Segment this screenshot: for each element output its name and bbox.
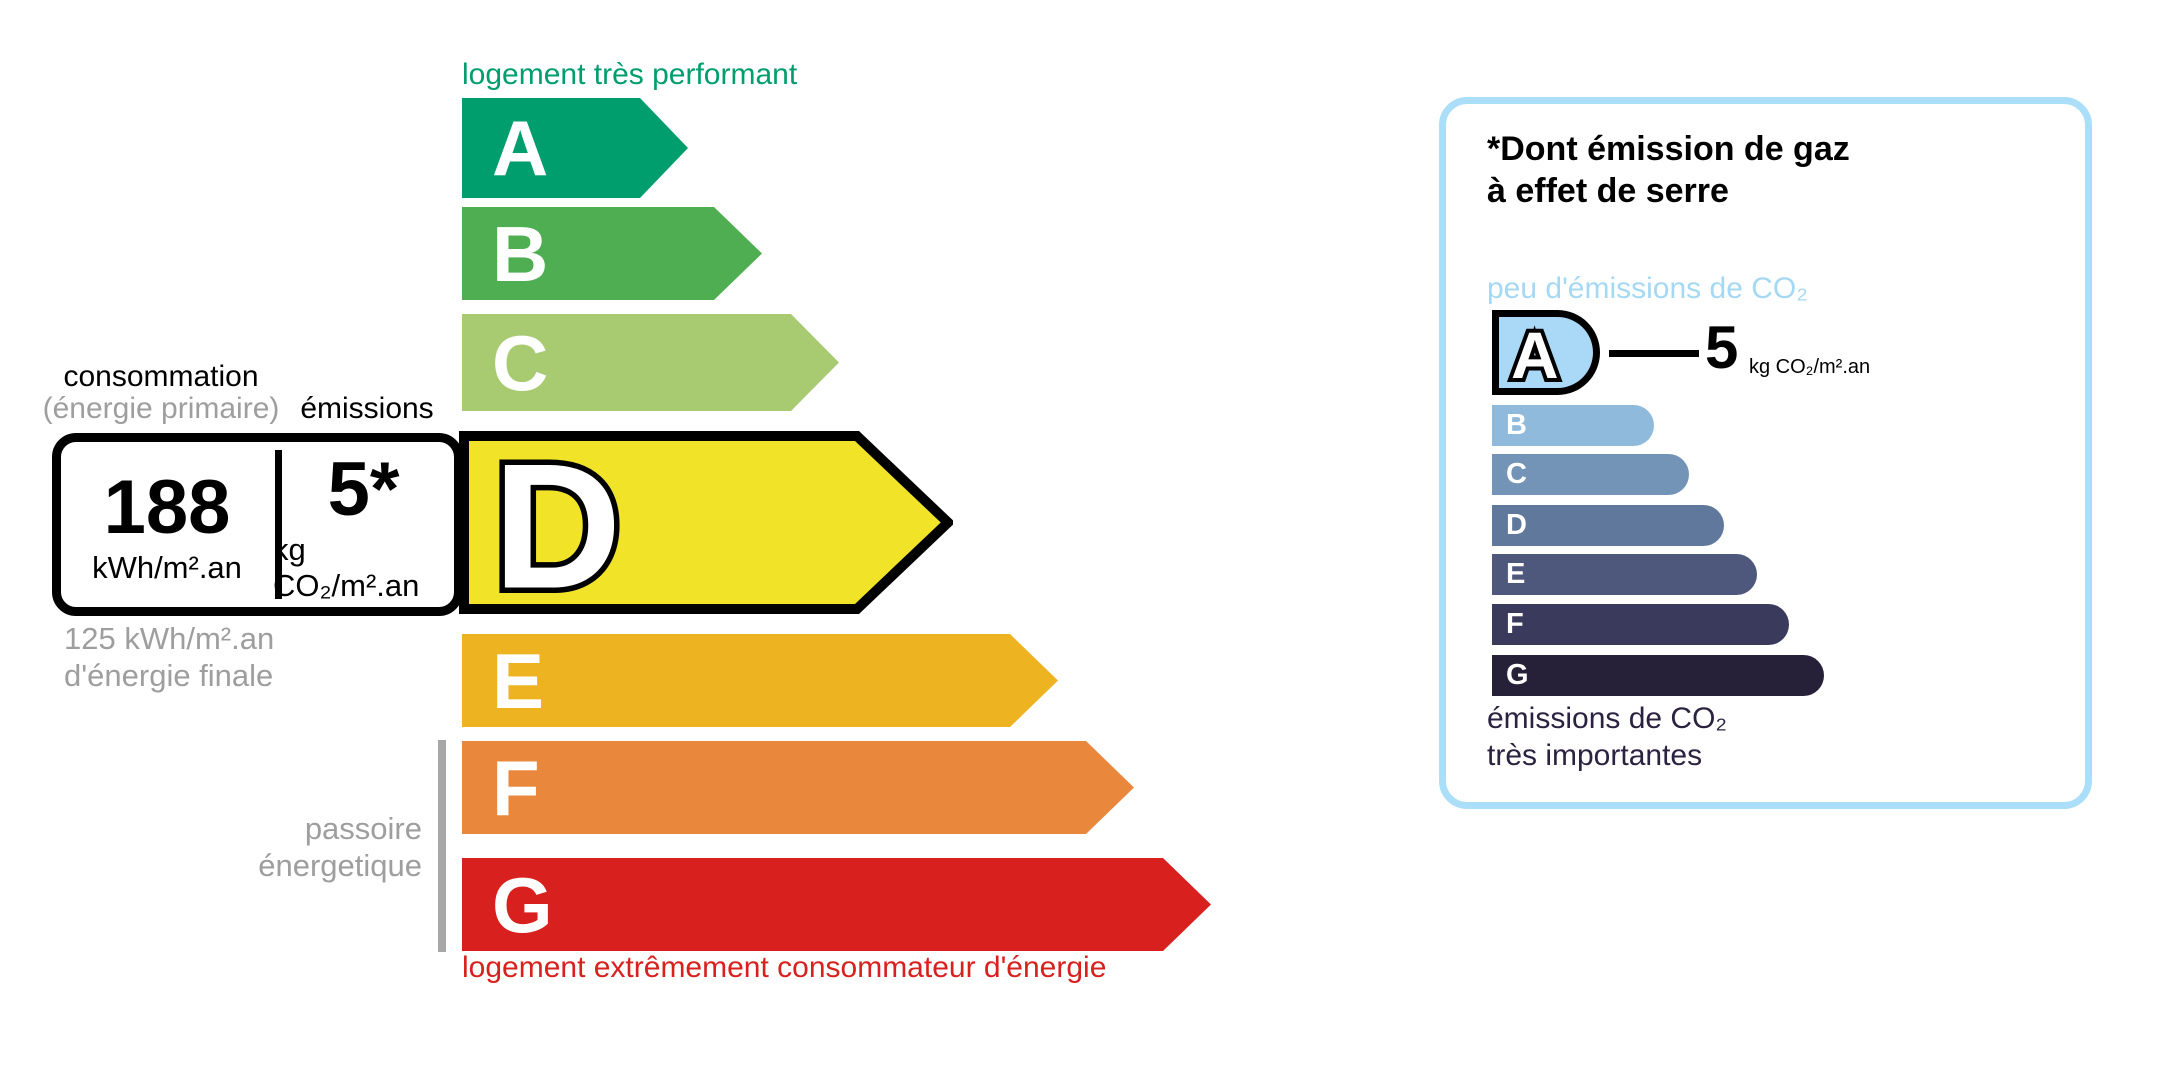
current-energy-class-letter: D [493, 431, 622, 614]
energy-class-arrow-c: C [462, 314, 839, 411]
final-energy-note-line2: d'énergie finale [64, 658, 274, 693]
current-ghg-class-badge-a: A [1492, 310, 1600, 396]
energy-sieve-bracket-bar [438, 740, 446, 952]
emissions-value: 5* [327, 446, 400, 532]
high-consumption-note: logement extrêmement consommateur d'éner… [462, 951, 1107, 984]
energy-class-arrow-e: E [462, 634, 1058, 727]
ghg-class-bar-b: B [1492, 405, 1654, 446]
energy-sieve-note-line2: énergetique [258, 848, 422, 883]
ghg-class-bar-d: D [1492, 505, 1724, 546]
ghg-value: 5 [1705, 314, 1739, 381]
ghg-low-emissions-note: peu d'émissions de CO₂ [1487, 272, 1808, 305]
final-energy-note-line1: 125 kWh/m².an [64, 621, 275, 656]
emissions-label: émissions [300, 392, 434, 425]
energy-class-letter-c: C [492, 318, 549, 407]
ghg-class-bar-c: C [1492, 454, 1689, 495]
final-energy-note: 125 kWh/m².an d'énergie finale [64, 620, 274, 694]
ghg-class-letter-b: B [1506, 409, 1527, 441]
top-performance-note: logement très performant [462, 58, 798, 91]
ghg-class-letter-c: C [1506, 458, 1527, 490]
rating-box: 188 kWh/m².an 5* kg CO₂/m².an [52, 433, 463, 616]
ghg-panel-title: *Dont émission de gaz à effet de serre [1487, 128, 1850, 212]
ghg-class-letter-e: E [1506, 558, 1526, 590]
ghg-high-emissions-note-line1: émissions de CO₂ [1487, 702, 1728, 735]
energy-class-letter-a: A [492, 104, 549, 192]
consumption-unit: kWh/m².an [92, 549, 242, 585]
d-arrow-shape [459, 431, 953, 614]
consumption-value: 188 [103, 464, 231, 550]
ghg-value-unit: kg CO₂/m².an [1749, 356, 1871, 378]
ghg-class-bar-e: E [1492, 554, 1757, 595]
energy-class-arrow-a: A [462, 98, 688, 198]
energy-class-arrow-g: G [462, 858, 1211, 951]
ghg-emissions-panel: *Dont émission de gaz à effet de serre p… [1439, 97, 2092, 809]
energy-class-arrow-b: B [462, 207, 762, 300]
ghg-class-bar-f: F [1492, 604, 1789, 645]
rating-box-divider [275, 450, 282, 599]
ghg-value-connector-line [1609, 350, 1699, 357]
ghg-panel-title-line1: *Dont émission de gaz [1487, 130, 1850, 168]
ghg-class-letter-d: D [1506, 509, 1527, 541]
primary-energy-sublabel: (énergie primaire) [42, 392, 280, 425]
consumption-label: consommation [63, 360, 259, 393]
emissions-cell: 5* kg CO₂/m².an [273, 442, 454, 607]
ghg-high-emissions-note-line2: très importantes [1487, 739, 1703, 772]
consumption-cell: 188 kWh/m².an [61, 442, 273, 607]
ghg-badge-letter-svg: A [1507, 314, 1563, 396]
ghg-class-letter-f: F [1506, 608, 1524, 640]
energy-sieve-note-line1: passoire [304, 811, 422, 846]
energy-class-arrow-f: F [462, 741, 1134, 834]
ghg-panel-title-line2: à effet de serre [1487, 172, 1729, 210]
energy-class-letter-g: G [492, 860, 553, 949]
current-energy-class-arrow-d: D [459, 431, 953, 614]
ghg-class-letter-g: G [1506, 659, 1529, 691]
energy-class-letter-e: E [492, 636, 545, 725]
ghg-high-emissions-note: émissions de CO₂ très importantes [1487, 700, 1727, 774]
emissions-unit: kg CO₂/m².an [273, 531, 420, 603]
energy-sieve-note: passoire énergetique [140, 810, 422, 884]
ghg-class-bar-g: G [1492, 655, 1824, 696]
current-ghg-class-letter: A [1511, 318, 1559, 388]
energy-class-letter-b: B [492, 209, 549, 298]
energy-class-letter-f: F [492, 743, 540, 832]
